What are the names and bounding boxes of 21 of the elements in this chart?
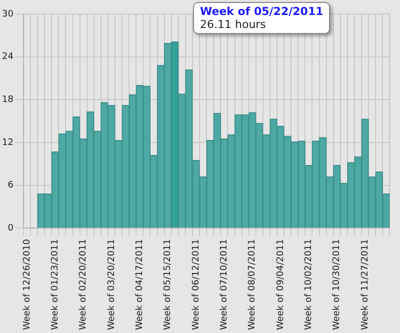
y-tick-label: 24 [2,52,14,62]
x-tick-label: Week of 10/30/2011 [332,239,342,330]
x-tick-label: Week of 09/04/2011 [276,239,286,330]
x-tick-label: Week of 10/02/2011 [304,239,314,330]
y-tick-label: 12 [2,138,14,148]
y-tick-label: 18 [2,94,14,105]
y-tick-label: 30 [2,9,14,20]
x-tick-label: Week of 06/12/2011 [191,239,202,330]
x-tick-label: Week of 08/07/2011 [248,239,258,330]
x-tick-label: Week of 11/27/2011 [360,239,370,330]
annotation: Week of 05/22/2011 [200,5,324,18]
y-tick-label: 0 [8,223,14,234]
x-tick-label: Week of 03/20/2011 [106,239,117,330]
x-tick-label: Week of 07/10/2011 [220,239,230,330]
x-tick-label: Week of 05/15/2011 [163,239,174,330]
x-tick-label: Week of 02/20/2011 [78,239,89,330]
x-tick-label: Week of 04/17/2011 [135,239,146,330]
x-tick-label: Week of 01/23/2011 [50,239,60,330]
annotation: 26.11 hours [200,18,267,31]
y-tick-label: 6 [8,180,14,191]
x-tick-label: Week of 12/26/2010 [22,238,32,330]
